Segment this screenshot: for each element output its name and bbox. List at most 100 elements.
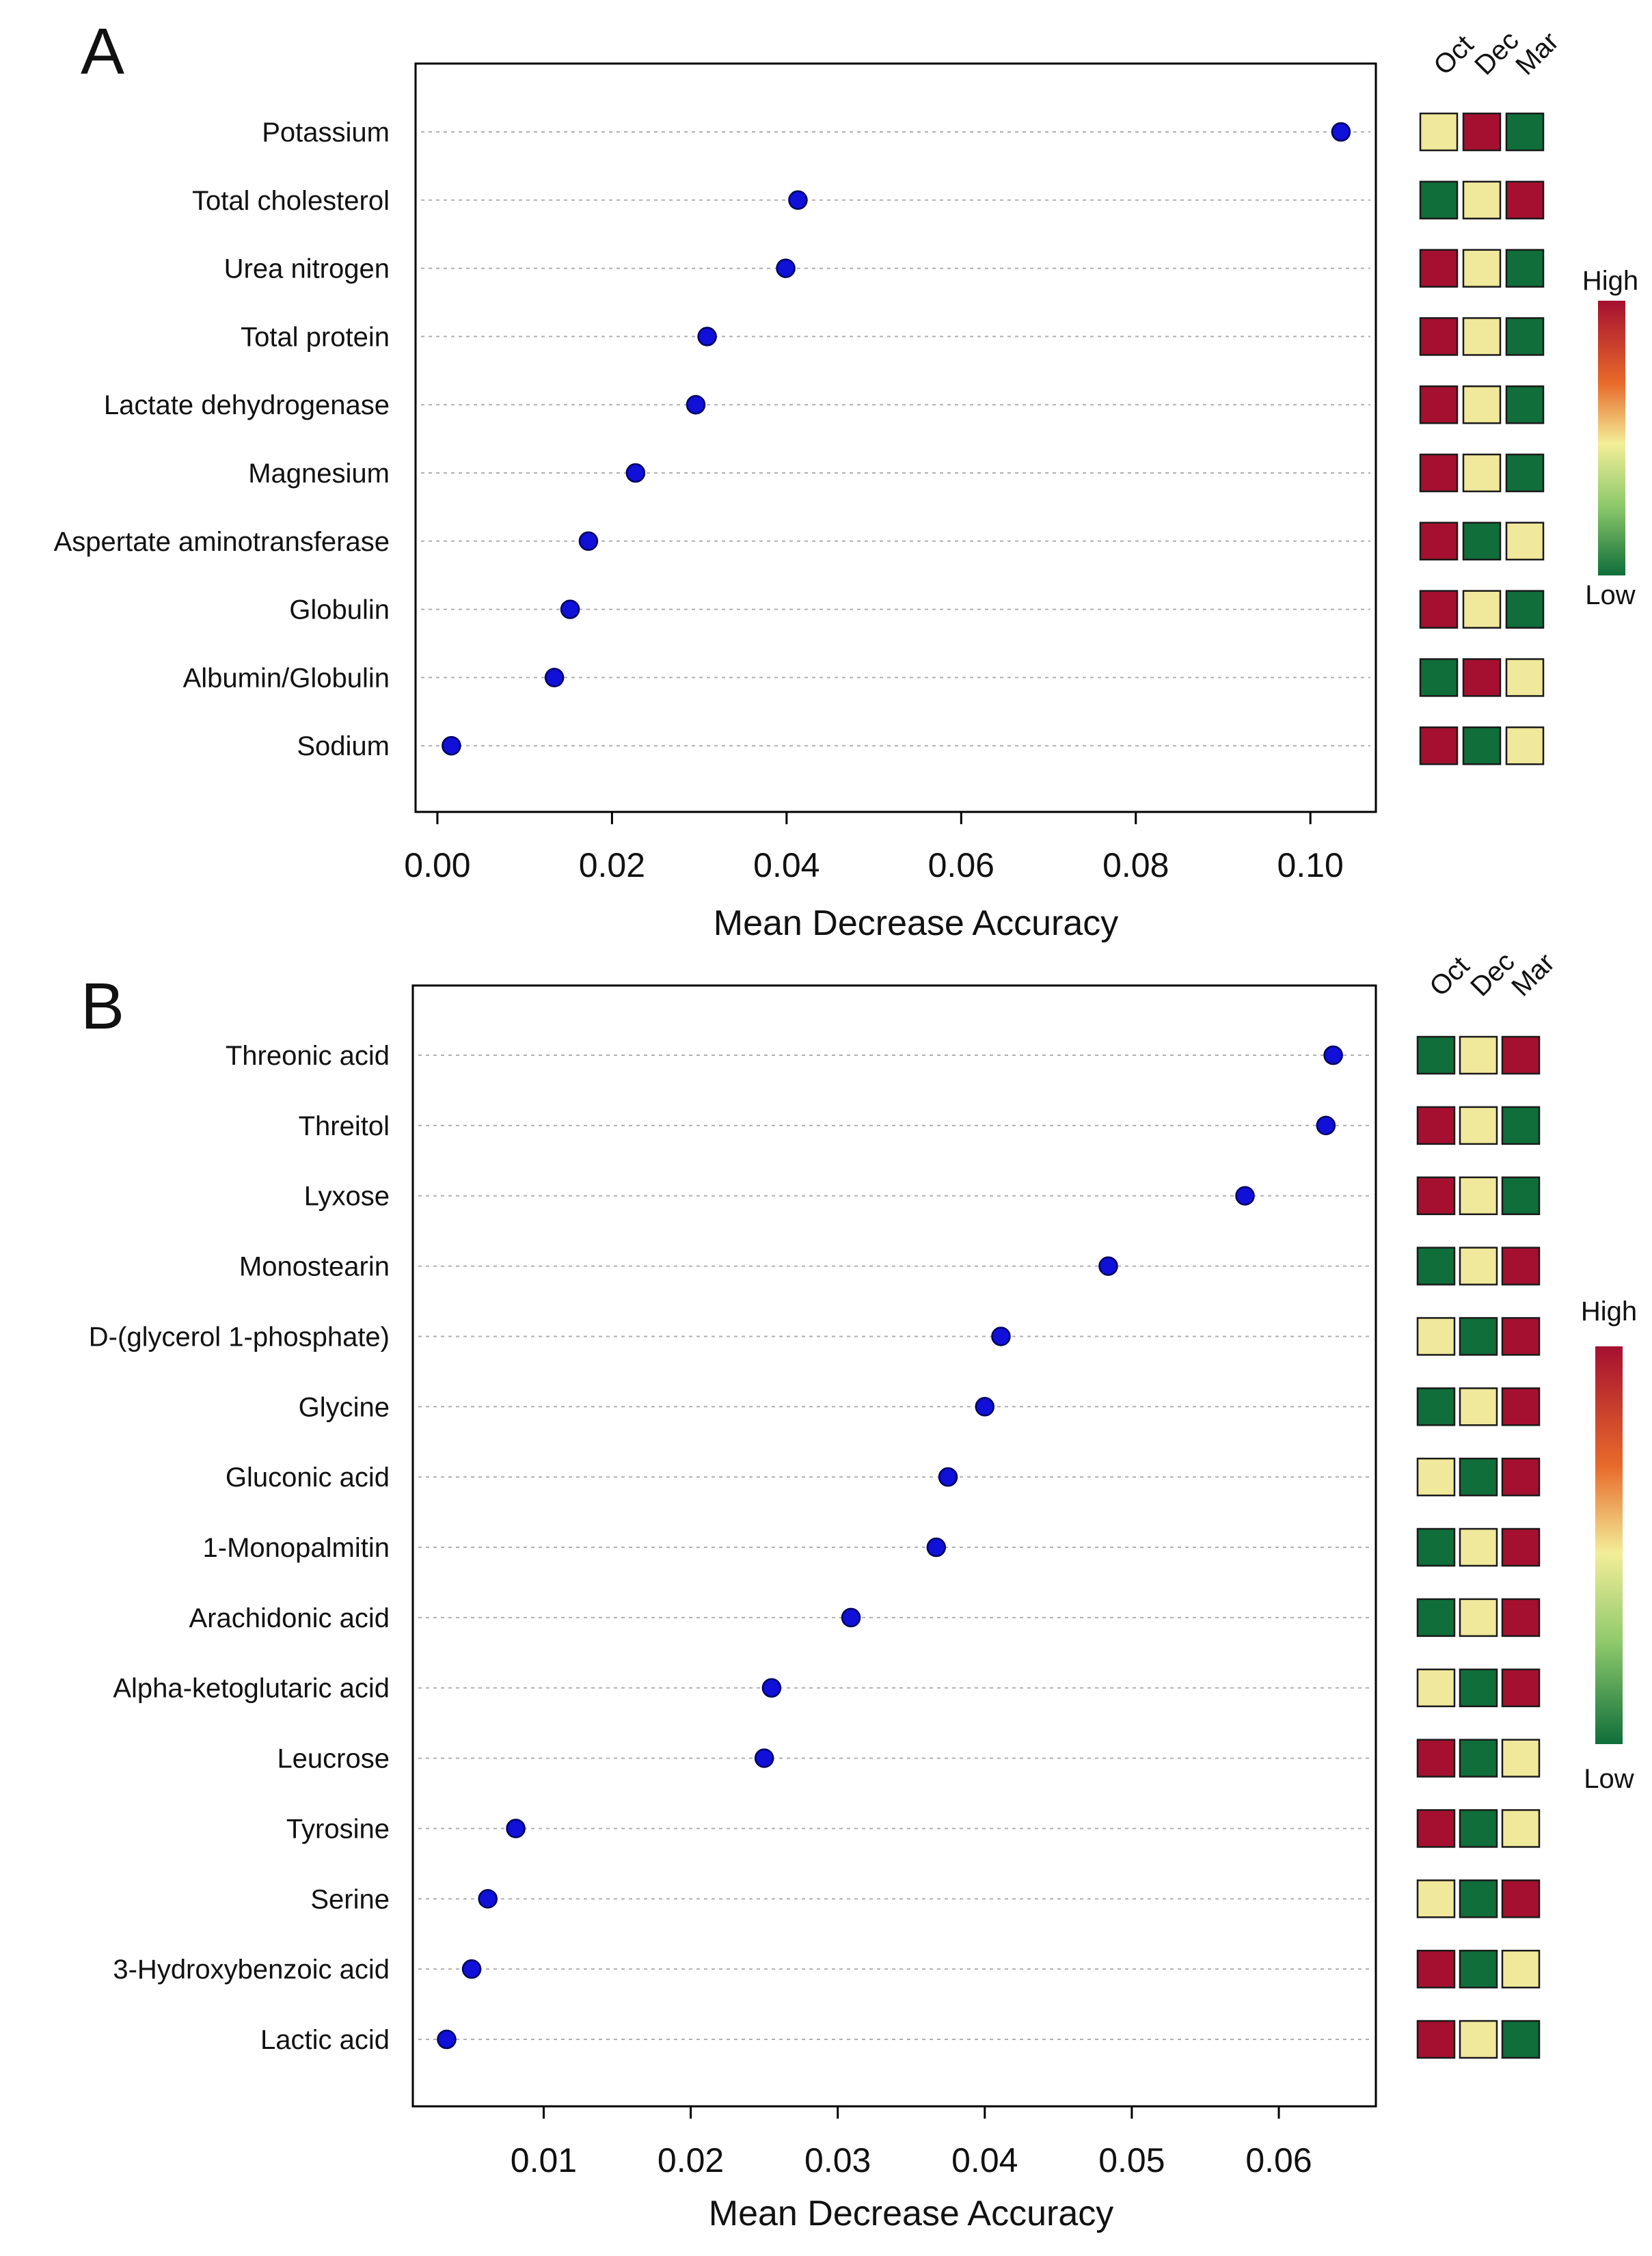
row-label: Globulin	[289, 595, 390, 625]
heatmap-cell	[1505, 453, 1545, 493]
heatmap-cell	[1501, 1387, 1541, 1426]
row-label: Lyxose	[304, 1182, 390, 1212]
heatmap-cell	[1462, 385, 1502, 424]
panel-b-legend-low: Low	[1584, 1764, 1634, 1794]
row-label: D-(glycerol 1-phosphate)	[89, 1322, 390, 1352]
heatmap-cell	[1505, 112, 1545, 152]
heatmap-cell	[1505, 726, 1545, 765]
data-point	[926, 1537, 947, 1558]
heatmap-cell	[1419, 590, 1459, 629]
heatmap-cell	[1416, 1247, 1456, 1286]
data-point	[437, 2029, 457, 2050]
row-label: Tyrosine	[286, 1814, 390, 1844]
row-label: Alpha-ketoglutaric acid	[113, 1674, 390, 1704]
heatmap-cell	[1462, 726, 1502, 765]
data-point	[442, 735, 461, 756]
panel-a-letter: A	[81, 15, 124, 88]
heatmap-cell	[1501, 1457, 1541, 1497]
heatmap-cell	[1419, 180, 1459, 220]
heatmap-cell	[1459, 2020, 1498, 2059]
heatmap-cell	[1459, 1809, 1498, 1848]
panel-a-points	[442, 122, 1351, 756]
panel-a-col-oct: Oct	[1428, 29, 1479, 81]
row-label: 1-Monopalmitin	[203, 1533, 390, 1563]
data-point	[754, 1748, 774, 1768]
heatmap-cell	[1505, 521, 1545, 561]
heatmap-cell	[1505, 385, 1545, 424]
x-tick-label: 0.02	[658, 2141, 724, 2179]
heatmap-cell	[1462, 521, 1502, 561]
data-point	[975, 1397, 995, 1417]
panel-b-gridlines	[418, 1055, 1370, 2041]
heatmap-cell	[1416, 1176, 1456, 1215]
heatmap-cell	[1459, 1527, 1498, 1567]
panel-b-col-mar: Mar	[1506, 948, 1560, 1003]
data-point	[841, 1607, 861, 1628]
panel-a-row-labels: Potassium Total cholesterol Urea nitrogen T…	[54, 118, 390, 761]
heatmap-cell	[1459, 1317, 1498, 1356]
heatmap-cell	[1416, 1949, 1456, 1989]
panel-a-gridlines	[421, 131, 1370, 747]
row-label: Total protein	[241, 322, 390, 352]
data-point	[506, 1819, 526, 1838]
x-tick-label: 0.00	[404, 846, 470, 884]
data-point	[560, 599, 580, 619]
row-label: Sodium	[297, 731, 390, 761]
panel-a-x-axis: 0.00 0.02 0.04 0.06 0.08 0.10	[404, 811, 1344, 884]
row-label: Magnesium	[248, 459, 390, 489]
x-tick-label: 0.03	[804, 2141, 871, 2179]
panel-b-plot-frame	[411, 984, 1377, 2108]
x-tick-label: 0.10	[1277, 846, 1344, 884]
panel-b: B Threonic acid Threitol Lyxose Monostearin…	[81, 947, 1637, 2233]
data-point	[686, 394, 706, 415]
heatmap-cell	[1459, 1879, 1498, 1918]
data-point	[478, 1889, 498, 1909]
panel-b-legend-high: High	[1581, 1296, 1637, 1327]
heatmap-cell	[1501, 2020, 1541, 2059]
x-tick-label: 0.02	[579, 846, 645, 884]
heatmap-cell	[1419, 726, 1459, 765]
heatmap-cell	[1459, 1949, 1498, 1989]
x-tick-label: 0.01	[511, 2141, 577, 2179]
heatmap-cell	[1501, 1739, 1541, 1778]
heatmap-cell	[1501, 1317, 1541, 1356]
panel-b-heatmap-column-labels: Oct Dec Mar	[1424, 947, 1560, 1002]
heatmap-cell	[1501, 1527, 1541, 1567]
row-label: Lactate dehydrogenase	[104, 390, 390, 420]
heatmap-cell	[1419, 317, 1459, 356]
data-point	[625, 463, 646, 483]
heatmap-cell	[1501, 1247, 1541, 1286]
panel-a-legend-low: Low	[1585, 580, 1635, 610]
panel-a-legend-high: High	[1582, 266, 1638, 296]
heatmap-cell	[1459, 1739, 1498, 1778]
heatmap-cell	[1462, 249, 1502, 288]
heatmap-cell	[1459, 1457, 1498, 1497]
heatmap-cell	[1416, 1879, 1456, 1918]
data-point	[991, 1327, 1011, 1346]
heatmap-cell	[1419, 658, 1459, 697]
panel-b-x-axis-title: Mean Decrease Accuracy	[709, 2194, 1114, 2233]
row-label: 3-Hydroxybenzoic acid	[113, 1955, 390, 1985]
heatmap-cell	[1416, 1739, 1456, 1778]
heatmap-cell	[1501, 1668, 1541, 1707]
row-label: Gluconic acid	[226, 1463, 390, 1493]
panel-a: A Potassium Total cholesterol Urea nitroge…	[54, 15, 1639, 943]
heatmap-cell	[1416, 1668, 1456, 1707]
x-tick-label: 0.04	[951, 2141, 1018, 2179]
row-label: Threonic acid	[226, 1041, 390, 1071]
heatmap-cell	[1462, 590, 1502, 629]
heatmap-cell	[1416, 1598, 1456, 1637]
panel-b-legend-gradient	[1595, 1346, 1623, 1744]
x-tick-label: 0.06	[1245, 2141, 1312, 2179]
data-point	[1323, 1045, 1343, 1065]
heatmap-cell	[1501, 1949, 1541, 1989]
heatmap-cell	[1501, 1809, 1541, 1848]
panel-b-col-oct: Oct	[1424, 951, 1475, 1002]
row-label: Monostearin	[239, 1252, 390, 1282]
data-point	[578, 531, 599, 552]
row-label: Serine	[310, 1884, 390, 1914]
x-tick-label: 0.04	[753, 846, 820, 884]
panel-b-row-labels: Threonic acid Threitol Lyxose Monostearin D-…	[89, 1041, 390, 2055]
row-label: Potassium	[262, 118, 390, 148]
data-point	[461, 1959, 482, 1979]
